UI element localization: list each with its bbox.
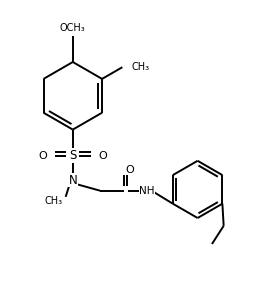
Text: NH: NH [139, 186, 155, 196]
Text: O: O [98, 151, 107, 161]
Text: O: O [38, 151, 47, 161]
Text: O: O [126, 165, 134, 175]
Text: N: N [68, 174, 77, 187]
Text: CH₃: CH₃ [45, 196, 63, 206]
Text: S: S [69, 149, 76, 162]
Text: CH₃: CH₃ [132, 62, 150, 72]
Text: OCH₃: OCH₃ [60, 23, 86, 33]
